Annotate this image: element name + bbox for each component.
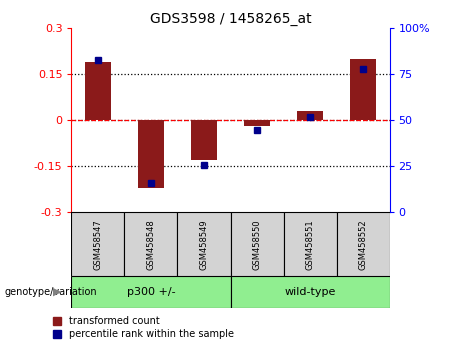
Bar bbox=[350, 59, 376, 120]
Text: GSM458550: GSM458550 bbox=[253, 219, 261, 270]
Bar bbox=[71, 276, 230, 308]
Title: GDS3598 / 1458265_at: GDS3598 / 1458265_at bbox=[150, 12, 311, 26]
Text: p300 +/-: p300 +/- bbox=[127, 287, 175, 297]
Bar bbox=[230, 276, 390, 308]
Legend: transformed count, percentile rank within the sample: transformed count, percentile rank withi… bbox=[53, 316, 234, 339]
Text: ▶: ▶ bbox=[53, 287, 62, 297]
Text: GSM458547: GSM458547 bbox=[94, 219, 102, 270]
Bar bbox=[297, 111, 323, 120]
Bar bbox=[71, 212, 124, 276]
Text: GSM458549: GSM458549 bbox=[200, 219, 208, 270]
Text: GSM458552: GSM458552 bbox=[359, 219, 367, 270]
Bar bbox=[284, 212, 337, 276]
Text: wild-type: wild-type bbox=[284, 287, 336, 297]
Bar bbox=[230, 212, 284, 276]
Bar bbox=[337, 212, 390, 276]
Text: GSM458548: GSM458548 bbox=[147, 219, 155, 270]
Bar bbox=[244, 120, 270, 126]
Text: genotype/variation: genotype/variation bbox=[5, 287, 97, 297]
Text: GSM458551: GSM458551 bbox=[306, 219, 314, 270]
Bar bbox=[177, 212, 230, 276]
Bar bbox=[138, 120, 164, 188]
Bar bbox=[191, 120, 217, 160]
Bar bbox=[124, 212, 177, 276]
Bar bbox=[85, 62, 111, 120]
